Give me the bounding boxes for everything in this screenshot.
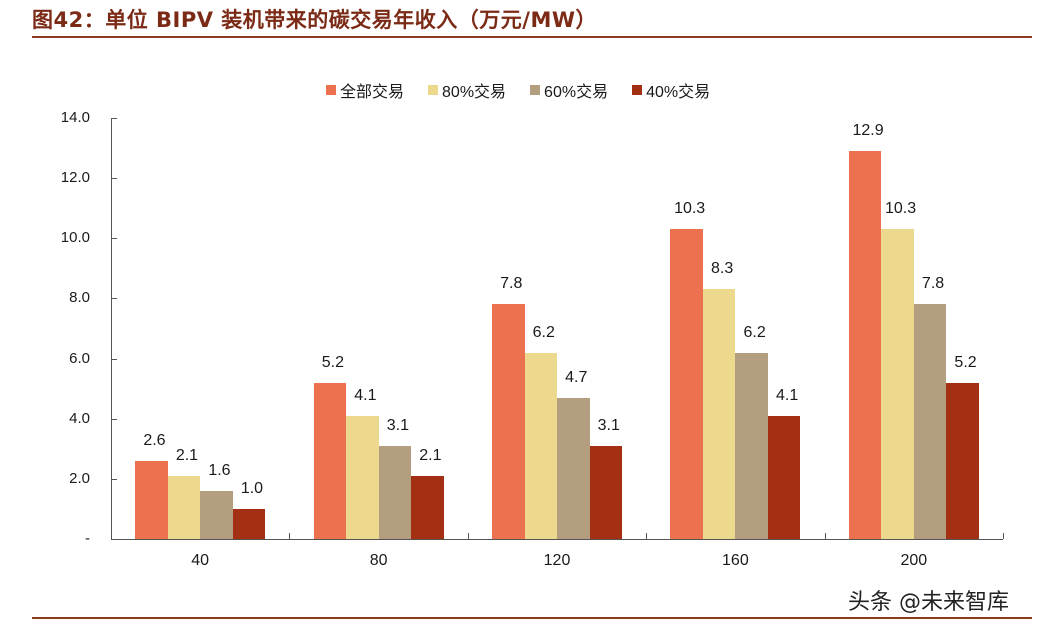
bar-value-label: 2.1	[175, 446, 199, 464]
y-axis	[111, 118, 112, 539]
legend-item: 80%交易	[428, 78, 506, 102]
bar	[589, 445, 622, 539]
bar-value-label: 5.2	[321, 353, 344, 371]
bar-value-label: 1.6	[208, 461, 231, 479]
bar	[346, 415, 379, 539]
y-tick-label: 12.0	[60, 169, 90, 187]
legend-swatch-icon	[326, 85, 336, 95]
bar-value-label: 1.0	[240, 479, 264, 497]
legend-item: 60%交易	[530, 78, 608, 102]
x-tick	[289, 533, 291, 539]
title-divider	[32, 36, 1032, 38]
x-tick	[646, 533, 648, 539]
y-tick-label: -	[85, 530, 90, 547]
bar	[881, 229, 914, 539]
bar	[848, 151, 882, 539]
x-axis	[111, 539, 1003, 540]
bar-value-label: 10.3	[674, 200, 706, 218]
legend-swatch-icon	[428, 85, 439, 95]
y-tick	[111, 358, 117, 360]
bar	[670, 229, 703, 539]
y-tick-label: 6.0	[69, 349, 90, 367]
bar	[702, 289, 736, 539]
y-tick-label: 8.0	[69, 289, 90, 307]
y-tick	[111, 418, 117, 420]
legend-item: 40%交易	[632, 78, 710, 102]
bar-value-label: 4.1	[354, 386, 377, 404]
bar-value-label: 2.1	[419, 446, 442, 464]
bar-value-label: 3.1	[597, 416, 620, 434]
x-tick-label: 40	[191, 552, 210, 569]
x-tick-label: 120	[543, 552, 571, 569]
bar	[232, 508, 266, 539]
x-tick	[1003, 533, 1004, 539]
y-tick	[111, 539, 117, 540]
bar-value-label: 5.2	[954, 353, 977, 371]
x-tick-label: 160	[722, 552, 749, 569]
bar-value-label: 3.1	[386, 416, 409, 434]
y-tick	[111, 178, 117, 180]
y-tick	[111, 478, 117, 480]
figure-title: 图42：单位 BIPV 装机带来的碳交易年收入（万元/MW）	[32, 8, 598, 32]
bottom-divider	[32, 617, 1032, 619]
bar-value-label: 6.2	[743, 323, 766, 341]
bar	[411, 475, 444, 539]
legend-label: 80%交易	[442, 84, 507, 101]
y-tick-label: 2.0	[69, 469, 90, 487]
bar-value-label: 2.6	[143, 431, 166, 449]
bar	[378, 445, 412, 539]
y-tick-label: 14.0	[60, 109, 90, 126]
bar	[492, 304, 525, 539]
chart-legend: 全部交易 80%交易 60%交易 40%交易	[326, 78, 710, 102]
legend-label: 全部交易	[340, 84, 405, 101]
y-tick	[111, 238, 117, 240]
y-tick-label: 10.0	[60, 229, 90, 247]
x-tick	[824, 533, 826, 539]
watermark: 头条 @未来智库	[848, 590, 1009, 615]
bar	[167, 475, 201, 539]
bar-value-label: 4.7	[565, 368, 588, 386]
y-tick-label: 4.0	[69, 409, 90, 427]
legend-swatch-icon	[530, 85, 541, 95]
bar	[557, 397, 590, 539]
bar-value-label: 8.3	[711, 260, 734, 278]
legend-label: 40%交易	[646, 84, 711, 101]
bar	[200, 490, 233, 539]
bar-value-label: 4.1	[776, 386, 799, 404]
bar	[913, 304, 947, 539]
legend-label: 60%交易	[544, 84, 609, 101]
x-tick-label: 80	[369, 552, 388, 569]
legend-swatch-icon	[632, 85, 643, 95]
x-tick-label: 200	[900, 552, 928, 569]
bar	[313, 382, 347, 539]
bar	[735, 352, 768, 539]
bar-value-label: 7.8	[500, 275, 523, 293]
y-tick	[111, 118, 117, 119]
bar	[524, 352, 557, 539]
bar-value-label: 6.2	[532, 323, 555, 341]
y-tick	[111, 298, 117, 300]
bar	[135, 460, 168, 539]
bar	[946, 382, 979, 539]
bar-value-label: 7.8	[921, 275, 945, 293]
bar-value-label: 10.3	[884, 200, 917, 218]
bar-value-label: 12.9	[852, 122, 884, 140]
legend-item: 全部交易	[326, 78, 404, 102]
x-tick	[467, 533, 469, 539]
bar	[767, 415, 801, 539]
